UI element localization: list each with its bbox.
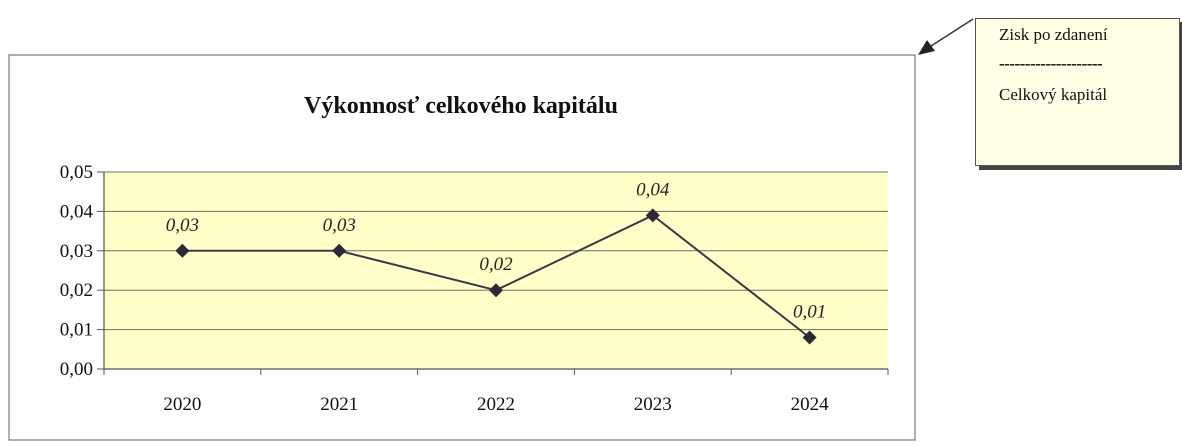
axes: 0,00 0,01 0,02 0,03 0,04 0,05 2020 2021 2022 2023… bbox=[60, 162, 889, 415]
y-tick-label: 0,03 bbox=[60, 241, 93, 262]
data-label: 0,03 bbox=[166, 215, 199, 236]
callout-pointer-line bbox=[927, 18, 974, 49]
data-label: 0,02 bbox=[479, 254, 513, 275]
y-tick-label: 0,05 bbox=[60, 162, 93, 183]
chart-title: Výkonnosť celkového kapitálu bbox=[304, 93, 618, 119]
formula-denominator: Celkový kapitál bbox=[999, 85, 1108, 104]
data-label: 0,01 bbox=[793, 301, 826, 322]
y-tick-label: 0,02 bbox=[60, 280, 93, 301]
y-tick-label: 0,00 bbox=[60, 359, 93, 380]
data-point-marker bbox=[175, 243, 190, 258]
callout-arrowhead-icon bbox=[918, 40, 935, 55]
formula-numerator: Zisk po zdanení bbox=[999, 25, 1108, 44]
x-tick-label: 2020 bbox=[163, 394, 201, 415]
x-tick-label: 2022 bbox=[477, 394, 515, 415]
x-tick-label: 2021 bbox=[320, 394, 358, 415]
data-point-marker bbox=[332, 243, 347, 258]
formula-divider: -------------------- bbox=[999, 54, 1103, 73]
data-point-marker bbox=[645, 208, 660, 223]
plot-area bbox=[104, 172, 888, 369]
data-point-marker bbox=[802, 330, 817, 345]
y-tick-label: 0,04 bbox=[60, 201, 94, 222]
x-tick-label: 2023 bbox=[634, 394, 672, 415]
x-tick-label: 2024 bbox=[791, 394, 830, 415]
data-labels: 0,03 0,03 0,02 0,04 0,01 bbox=[166, 179, 826, 322]
series-line bbox=[175, 208, 817, 345]
data-label: 0,04 bbox=[636, 179, 670, 200]
formula-callout: Zisk po zdanení -------------------- Cel… bbox=[975, 18, 1180, 166]
data-label: 0,03 bbox=[323, 215, 356, 236]
y-tick-label: 0,01 bbox=[60, 320, 93, 341]
data-point-marker bbox=[489, 283, 503, 298]
